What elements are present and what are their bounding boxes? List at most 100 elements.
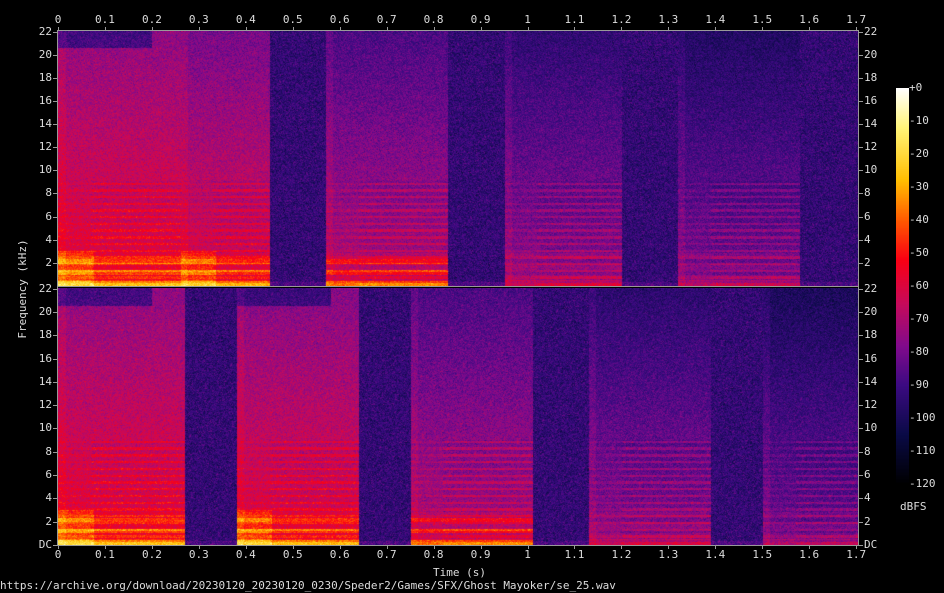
x-tick-top — [386, 27, 388, 31]
x-tick-bottom — [339, 545, 341, 549]
y-tick-label-right: 6 — [864, 468, 871, 482]
y-tick-right — [859, 335, 863, 337]
x-tick-top — [433, 27, 435, 31]
y-tick-right — [859, 475, 863, 477]
y-tick-label-left: 10 — [38, 421, 52, 435]
x-tick-label-top: 1.3 — [658, 13, 679, 26]
x-tick-label-bottom: 1.2 — [611, 548, 632, 561]
x-tick-label-bottom: 1.4 — [705, 548, 726, 561]
x-tick-label-bottom: 1.6 — [799, 548, 820, 561]
y-tick-label-left: 2 — [45, 255, 52, 269]
y-tick-label-right: 8 — [864, 186, 871, 200]
y-tick-label-right: 18 — [864, 328, 878, 342]
x-tick-top — [762, 27, 764, 31]
x-tick-bottom — [433, 545, 435, 549]
y-tick-label-right: 6 — [864, 209, 871, 223]
x-tick-top — [527, 27, 529, 31]
y-tick-left — [53, 498, 57, 500]
x-tick-label-bottom: 0.9 — [470, 548, 491, 561]
colorbar-tick-label: -120 — [909, 477, 936, 490]
y-tick-right — [859, 262, 863, 264]
x-tick-label-bottom: 0.4 — [235, 548, 256, 561]
y-tick-right — [859, 428, 863, 430]
x-tick-bottom — [762, 545, 764, 549]
x-tick-label-top: 0.7 — [376, 13, 397, 26]
x-tick-bottom — [480, 545, 482, 549]
y-tick-left — [53, 124, 57, 126]
y-tick-label-right: 22 — [864, 24, 878, 38]
x-tick-bottom — [856, 545, 858, 549]
x-tick-top — [104, 27, 106, 31]
y-tick-label-left: 2 — [45, 514, 52, 528]
y-tick-right — [859, 381, 863, 383]
x-tick-label-top: 0.6 — [329, 13, 350, 26]
x-tick-top — [480, 27, 482, 31]
x-tick-bottom — [292, 545, 294, 549]
y-tick-label-right: 10 — [864, 421, 878, 435]
y-tick-label-left: 18 — [38, 328, 52, 342]
y-tick-label-right: 10 — [864, 163, 878, 177]
x-tick-bottom — [104, 545, 106, 549]
y-tick-label-left: 14 — [38, 374, 52, 388]
y-tick-label-left: 4 — [45, 491, 52, 505]
y-tick-label-right: 20 — [864, 47, 878, 61]
x-tick-label-top: 1.5 — [752, 13, 773, 26]
colorbar — [896, 88, 909, 485]
x-tick-top — [292, 27, 294, 31]
x-tick-label-top: 0.4 — [235, 13, 256, 26]
y-tick-left — [53, 288, 57, 290]
x-tick-label-bottom: 0.8 — [423, 548, 444, 561]
y-tick-right — [859, 147, 863, 149]
y-tick-left — [53, 170, 57, 172]
colorbar-tick-label: -40 — [909, 213, 929, 226]
y-tick-left — [53, 262, 57, 264]
y-tick-label-left: 12 — [38, 140, 52, 154]
channel-divider — [57, 286, 859, 287]
x-tick-bottom — [151, 545, 153, 549]
y-tick-right — [859, 288, 863, 290]
y-tick-right — [859, 358, 863, 360]
y-tick-right — [859, 239, 863, 241]
y-tick-right — [859, 77, 863, 79]
x-tick-label-top: 1.6 — [799, 13, 820, 26]
y-tick-left — [53, 54, 57, 56]
colorbar-tick-label: -100 — [909, 411, 936, 424]
y-tick-left — [53, 31, 57, 33]
y-tick-label-right: 16 — [864, 93, 878, 107]
spectrogram-channel-1 — [58, 31, 858, 286]
y-tick-right — [859, 451, 863, 453]
y-tick-label-right: 14 — [864, 117, 878, 131]
x-tick-bottom — [58, 545, 59, 549]
x-tick-label-top: 1 — [524, 13, 531, 26]
colorbar-tick-label: -50 — [909, 246, 929, 259]
colorbar-tick-label: -10 — [909, 114, 929, 127]
colorbar-tick-label: -80 — [909, 345, 929, 358]
colorbar-tick-label: -30 — [909, 180, 929, 193]
x-tick-label-top: 0.5 — [282, 13, 303, 26]
y-tick-left — [53, 193, 57, 195]
x-tick-top — [151, 27, 153, 31]
x-tick-bottom — [386, 545, 388, 549]
x-tick-label-top: 1.7 — [846, 13, 867, 26]
x-tick-bottom — [621, 545, 623, 549]
y-tick-label-left: 8 — [45, 444, 52, 458]
x-tick-top — [621, 27, 623, 31]
y-tick-label-left: DC — [38, 538, 52, 551]
x-tick-top — [198, 27, 200, 31]
y-tick-label-left: 6 — [45, 468, 52, 482]
y-tick-left — [53, 475, 57, 477]
y-tick-label-left: 8 — [45, 186, 52, 200]
y-tick-label-left: 10 — [38, 163, 52, 177]
x-tick-label-bottom: 1 — [524, 548, 531, 561]
y-tick-label-right: 22 — [864, 281, 878, 295]
y-tick-label-left: 22 — [38, 281, 52, 295]
y-tick-right — [859, 498, 863, 500]
y-tick-label-right: 20 — [864, 304, 878, 318]
y-tick-right — [859, 54, 863, 56]
y-tick-label-right: DC — [864, 538, 878, 551]
y-tick-right — [859, 311, 863, 313]
x-tick-top — [715, 27, 717, 31]
y-tick-label-left: 16 — [38, 351, 52, 365]
y-tick-left — [53, 239, 57, 241]
y-tick-left — [53, 335, 57, 337]
